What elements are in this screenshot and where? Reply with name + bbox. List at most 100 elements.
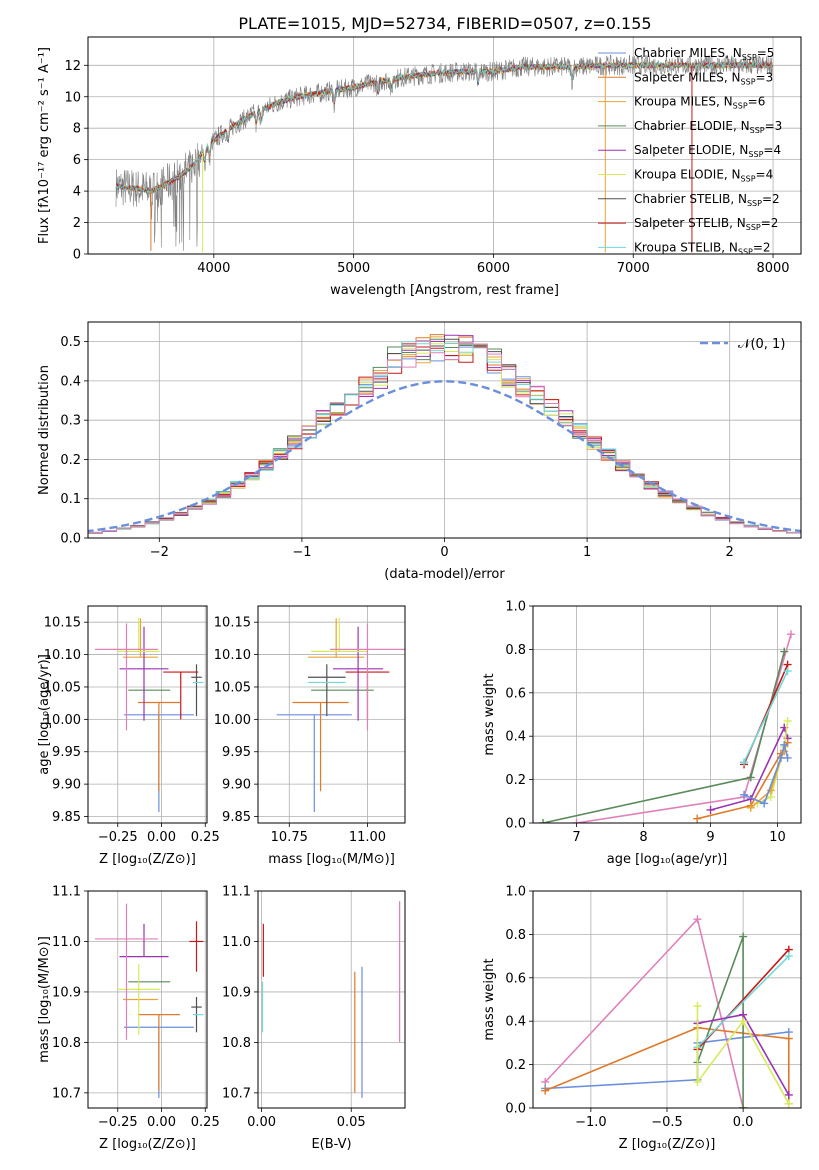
legend-label: Kroupa MILES, N bbox=[634, 95, 733, 109]
ticks: −2 −1 0 1 2 0.0 0.1 0.2 0.3 0.4 0.5 bbox=[60, 335, 734, 560]
plot-area bbox=[88, 334, 801, 535]
x-axis-label: (data-model)/error bbox=[384, 567, 505, 582]
y-axis-label: Flux [fλ10⁻¹⁷ erg cm⁻² s⁻¹ A⁻¹] bbox=[37, 47, 52, 244]
y-tick-label: 10.9 bbox=[222, 985, 251, 1000]
x-axis-label: Z [log₁₀(Z/Z⊙)] bbox=[99, 1137, 196, 1152]
y-tick-label: 11.0 bbox=[222, 935, 251, 950]
legend-label: Kroupa STELIB, N bbox=[634, 240, 738, 254]
plus-marker bbox=[541, 1086, 550, 1095]
data-point bbox=[95, 903, 158, 1040]
ticks: −0.25 0.00 0.25 9.85 9.90 9.95 10.00 10.05 10.10… bbox=[44, 616, 220, 845]
y-tick-label: 0.3 bbox=[60, 414, 81, 429]
plot-area bbox=[95, 903, 204, 1098]
data-point bbox=[137, 701, 180, 792]
legend-subscript: SSP bbox=[742, 53, 757, 62]
plus-marker bbox=[746, 773, 755, 782]
x-tick-label: −0.25 bbox=[98, 1115, 138, 1130]
y-tick-label: 0.5 bbox=[60, 335, 81, 350]
y-tick-label: 0.0 bbox=[60, 532, 81, 547]
data-point bbox=[292, 701, 349, 792]
legend-tail: =5 bbox=[757, 46, 775, 60]
axes-frame bbox=[87, 605, 208, 824]
axes-frame bbox=[257, 890, 406, 1109]
y-tick-label: 11.0 bbox=[52, 935, 81, 950]
data-point bbox=[137, 1014, 180, 1091]
legend-entry: Salpeter MILES, NSSP=3 bbox=[634, 70, 773, 86]
y-tick-label: 0.6 bbox=[505, 686, 526, 701]
axes-frame bbox=[532, 890, 802, 1109]
weight-line bbox=[544, 917, 744, 1108]
y-tick-label: 10 bbox=[64, 90, 81, 105]
legend-entry: Kroupa MILES, NSSP=6 bbox=[634, 95, 765, 111]
ticks: 0.00 0.05 10.7 10.8 10.9 11.0 11.1 bbox=[222, 885, 366, 1131]
data-point bbox=[329, 623, 405, 731]
data-point bbox=[308, 618, 365, 658]
y-tick-label: 0 bbox=[73, 248, 81, 263]
plus-marker bbox=[740, 790, 749, 799]
weight-series bbox=[740, 667, 792, 767]
data-point bbox=[276, 714, 352, 812]
mass-weight-vs-metallicity-panel: −1.0 −0.5 0.0 0.0 0.2 0.4 0.6 0.8 1.0 Z [log₁₀(Z/… bbox=[482, 885, 802, 1152]
x-tick-label: 6000 bbox=[477, 261, 510, 276]
ticks: −1.0 −0.5 0.0 0.0 0.2 0.4 0.6 0.8 1.0 bbox=[505, 885, 753, 1131]
y-tick-label: 0.4 bbox=[505, 1015, 526, 1030]
legend-label: Salpeter STELIB, N bbox=[634, 216, 746, 230]
legend-subscript: SSP bbox=[747, 199, 762, 208]
legend-tail: =3 bbox=[765, 119, 783, 133]
data-point bbox=[119, 626, 169, 721]
residual-histogram bbox=[88, 340, 801, 535]
plus-marker bbox=[783, 717, 792, 726]
plus-marker bbox=[776, 753, 785, 762]
weight-series bbox=[693, 1002, 793, 1108]
legend-entry: Kroupa ELODIE, NSSP=4 bbox=[634, 168, 773, 184]
y-tick-label: 0.0 bbox=[505, 817, 526, 832]
normal-distribution-curve bbox=[88, 380, 801, 533]
x-tick-label: 4000 bbox=[197, 261, 230, 276]
data-point bbox=[308, 664, 346, 717]
x-axis-label: age [log₁₀(age/yr)] bbox=[607, 852, 728, 867]
x-tick-label: 10.75 bbox=[271, 830, 308, 845]
plus-marker bbox=[706, 805, 715, 814]
spectrum-panel: 4000 5000 6000 7000 8000 0 2 4 6 8 10 12 wavelength … bbox=[37, 36, 802, 298]
x-tick-label: 1 bbox=[583, 545, 591, 560]
weight-line bbox=[750, 751, 786, 809]
ticks: 7 8 9 10 0.0 0.2 0.4 0.6 0.8 1.0 bbox=[505, 600, 786, 846]
mass-vs-ebv-panel: 0.00 0.05 10.7 10.8 10.9 11.0 11.1 E(B-V) bbox=[222, 885, 406, 1152]
x-tick-label: 8 bbox=[639, 830, 647, 845]
x-tick-label: 0.05 bbox=[337, 1115, 366, 1130]
legend-subscript: SSP bbox=[748, 150, 763, 159]
plus-marker bbox=[780, 740, 789, 749]
figure-title: PLATE=1015, MJD=52734, FIBERID=0507, z=0… bbox=[238, 14, 651, 33]
mass-vs-metallicity-panel: −0.25 0.00 0.25 10.7 10.8 10.9 11.0 11.1 Z [log₁… bbox=[37, 885, 220, 1153]
axes-frame bbox=[532, 605, 802, 824]
legend-tail: =3 bbox=[756, 70, 774, 84]
y-tick-label: 9.90 bbox=[222, 778, 251, 793]
x-tick-label: 11.00 bbox=[349, 830, 386, 845]
y-tick-label: 1.0 bbox=[505, 885, 526, 900]
y-tick-label: 1.0 bbox=[505, 600, 526, 615]
x-tick-label: 0.25 bbox=[191, 1115, 220, 1130]
x-axis-label: wavelength [Angstrom, rest frame] bbox=[330, 283, 559, 298]
plot-area bbox=[95, 617, 204, 812]
legend-entry: Chabrier STELIB, NSSP=2 bbox=[634, 192, 780, 208]
axes-frame bbox=[87, 36, 802, 255]
plot-area bbox=[539, 630, 795, 823]
plus-marker bbox=[693, 1002, 702, 1011]
gridlines bbox=[258, 890, 405, 1108]
legend-subscript: SSP bbox=[738, 247, 753, 256]
y-tick-label: 0.2 bbox=[60, 453, 81, 468]
x-tick-label: 0.0 bbox=[733, 1115, 754, 1130]
y-tick-label: 11.1 bbox=[222, 885, 251, 900]
y-tick-label: 10.10 bbox=[44, 648, 81, 663]
y-tick-label: 0.2 bbox=[505, 1058, 526, 1073]
y-tick-label: 0.6 bbox=[505, 971, 526, 986]
y-tick-label: 10.7 bbox=[222, 1086, 251, 1101]
data-point bbox=[123, 618, 158, 658]
data-point bbox=[119, 923, 169, 958]
x-axis-label: E(B-V) bbox=[311, 1137, 351, 1152]
plus-marker bbox=[739, 1104, 748, 1108]
y-tick-label: 10.05 bbox=[214, 680, 251, 695]
y-tick-label: 9.95 bbox=[222, 745, 251, 760]
plot-area bbox=[541, 915, 793, 1108]
